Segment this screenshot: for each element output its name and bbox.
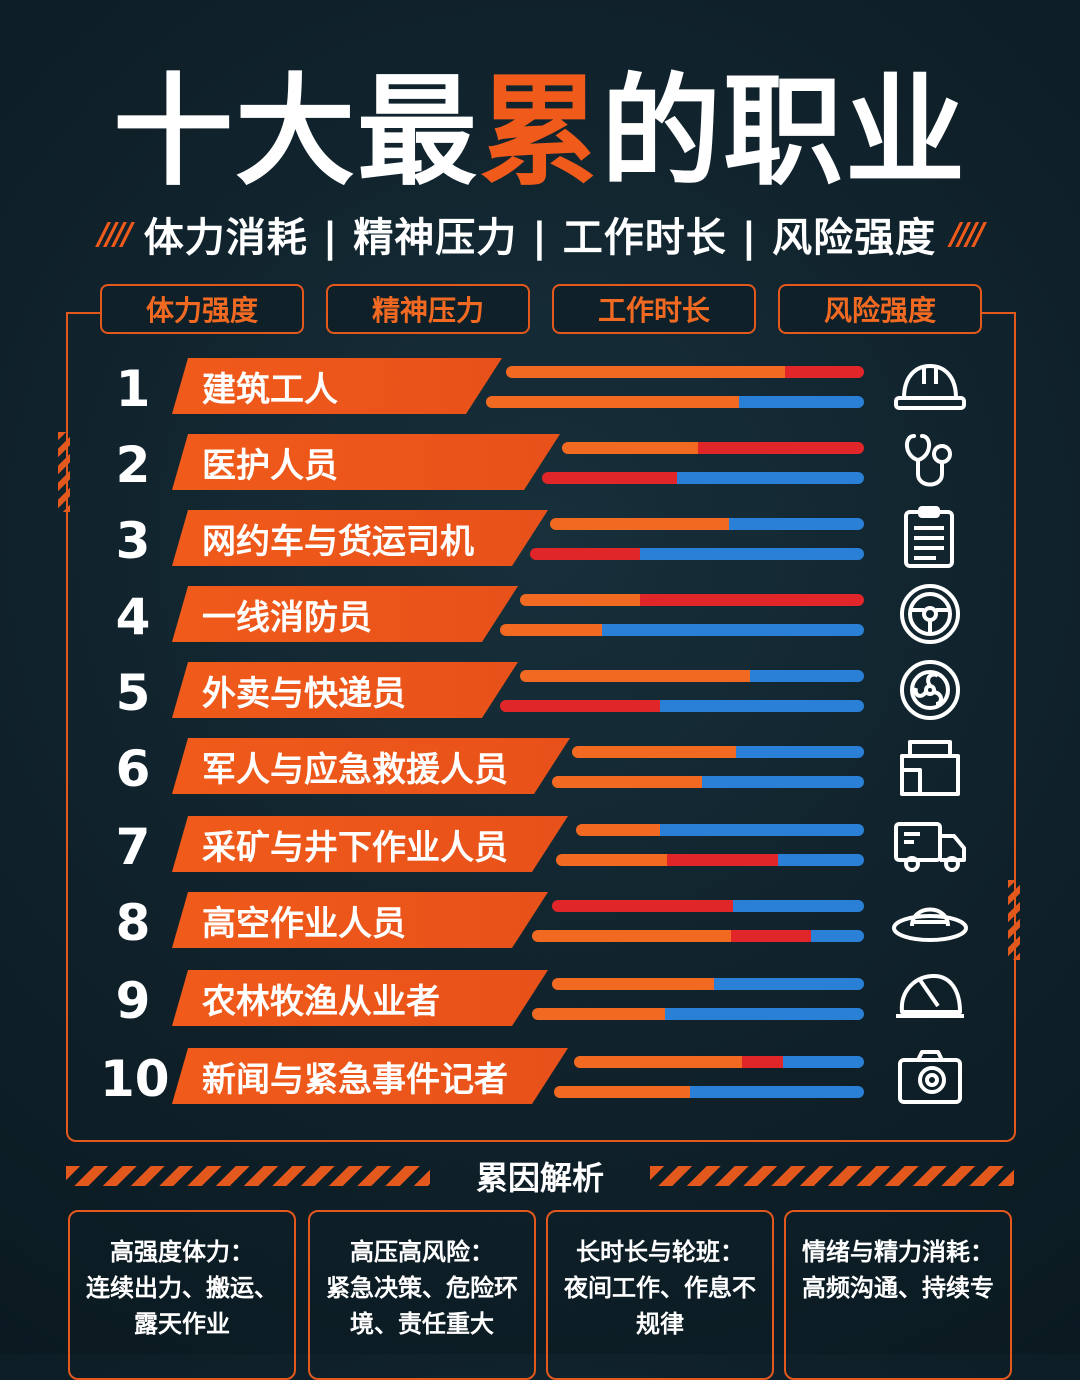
- rank-number: 3: [115, 512, 151, 570]
- ranking-row: 7 采矿与井下作业人员: [100, 812, 980, 882]
- stethoscope-icon: [890, 430, 970, 494]
- bar-upper: [576, 824, 864, 836]
- column-header: 精神压力: [326, 284, 530, 334]
- bar-lower: [552, 776, 864, 788]
- bar-upper: [506, 366, 864, 378]
- card-heading: 高强度体力：: [110, 1238, 254, 1266]
- occupation-label: 新闻与紧急事件记者: [172, 1048, 568, 1104]
- truck-icon: [890, 812, 970, 876]
- bar-lower: [542, 472, 864, 484]
- bar-lower: [500, 624, 864, 636]
- bar-lower: [554, 1086, 864, 1098]
- analysis-header: 累因解析: [66, 1156, 1014, 1200]
- bar-upper: [520, 670, 864, 682]
- hatch-left: [66, 1166, 430, 1186]
- analysis-card: 高压高风险： 紧急决策、危险环境、责任重大: [308, 1210, 536, 1380]
- bar-upper: [552, 978, 864, 990]
- occupation-label: 农林牧渔从业者: [172, 970, 548, 1026]
- hatch-right: [650, 1166, 1014, 1186]
- slash-decoration-left: ////: [97, 216, 133, 252]
- subtitle: 体力消耗 | 精神压力 | 工作时长 | 风险强度: [143, 215, 937, 261]
- analysis-card: 长时长与轮班： 夜间工作、作息不规律: [546, 1210, 774, 1380]
- occupation-label: 医护人员: [172, 434, 560, 490]
- rank-number: 6: [115, 740, 151, 798]
- card-heading: 情绪与精力消耗：: [802, 1238, 994, 1266]
- bar-upper: [550, 518, 864, 530]
- fan-icon: [890, 658, 970, 722]
- rank-number: 2: [115, 436, 151, 494]
- bar-lower: [486, 396, 864, 408]
- bar-upper: [562, 442, 864, 454]
- column-header: 体力强度: [100, 284, 304, 334]
- side-stripe-right: [1008, 880, 1020, 960]
- camera-icon: [890, 1044, 970, 1108]
- rank-number: 8: [115, 894, 151, 952]
- box-icon: [890, 734, 970, 798]
- card-body: 紧急决策、危险环境、责任重大: [326, 1274, 518, 1338]
- occupation-label: 建筑工人: [172, 358, 502, 414]
- occupation-label: 军人与应急救援人员: [172, 738, 570, 794]
- analysis-card: 高强度体力： 连续出力、搬运、露天作业: [68, 1210, 296, 1380]
- page-title: 十大最累的职业: [113, 63, 967, 202]
- card-body: 连续出力、搬运、露天作业: [86, 1274, 278, 1338]
- occupation-label: 一线消防员: [172, 586, 518, 642]
- ranking-frame: [66, 312, 1016, 1142]
- column-header: 工作时长: [552, 284, 756, 334]
- ranking-row: 4 一线消防员: [100, 582, 980, 652]
- card-body: 夜间工作、作息不规律: [564, 1274, 756, 1338]
- bar-lower: [532, 1008, 864, 1020]
- bar-lower: [556, 854, 864, 866]
- bar-upper: [574, 1056, 864, 1068]
- ranking-row: 9 农林牧渔从业者: [100, 966, 980, 1036]
- steering-wheel-icon: [890, 582, 970, 646]
- rank-number: 7: [115, 818, 151, 876]
- bar-upper: [572, 746, 864, 758]
- card-heading: 长时长与轮班：: [576, 1238, 744, 1266]
- bar-lower: [500, 700, 864, 712]
- rank-number: 9: [115, 972, 151, 1030]
- occupation-label: 外卖与快递员: [172, 662, 518, 718]
- ranking-row: 3 网约车与货运司机: [100, 506, 980, 576]
- rank-number: 10: [100, 1050, 170, 1108]
- clipboard-icon: [890, 506, 970, 570]
- ranking-row: 2 医护人员: [100, 430, 980, 500]
- card-heading: 高压高风险：: [350, 1238, 494, 1266]
- column-headers: 体力强度 精神压力 工作时长 风险强度: [100, 284, 982, 334]
- bar-upper: [520, 594, 864, 606]
- frame-top-right: [982, 312, 1014, 314]
- ranking-row: 1 建筑工人: [100, 354, 980, 424]
- occupation-label: 采矿与井下作业人员: [172, 816, 568, 872]
- bar-lower: [530, 548, 864, 560]
- card-body: 高频沟通、持续专: [802, 1274, 994, 1302]
- title-highlight: 累: [479, 63, 601, 202]
- ranking-row: 6 军人与应急救援人员: [100, 734, 980, 804]
- sun-hat-icon: [890, 888, 970, 952]
- analysis-title: 累因解析: [475, 1159, 604, 1197]
- bar-upper: [552, 900, 864, 912]
- rank-number: 4: [115, 588, 151, 646]
- bar-lower: [532, 930, 864, 942]
- hard-hat-icon: [890, 354, 970, 418]
- analysis-card: 情绪与精力消耗： 高频沟通、持续专: [784, 1210, 1012, 1380]
- ranking-row: 8 高空作业人员: [100, 888, 980, 958]
- rank-number: 5: [115, 664, 151, 722]
- subtitle-row: //// 体力消耗 | 精神压力 | 工作时长 | 风险强度 ////: [0, 206, 1080, 262]
- helmet-icon: [890, 966, 970, 1030]
- side-stripe-left: [58, 432, 70, 512]
- occupation-label: 网约车与货运司机: [172, 510, 548, 566]
- ranking-row: 5 外卖与快递员: [100, 658, 980, 728]
- ranking-row: 10 新闻与紧急事件记者: [100, 1044, 980, 1114]
- occupation-label: 高空作业人员: [172, 892, 548, 948]
- frame-top-left: [66, 312, 100, 314]
- column-header: 风险强度: [778, 284, 982, 334]
- rank-number: 1: [115, 360, 151, 418]
- slash-decoration-right: ////: [950, 216, 985, 252]
